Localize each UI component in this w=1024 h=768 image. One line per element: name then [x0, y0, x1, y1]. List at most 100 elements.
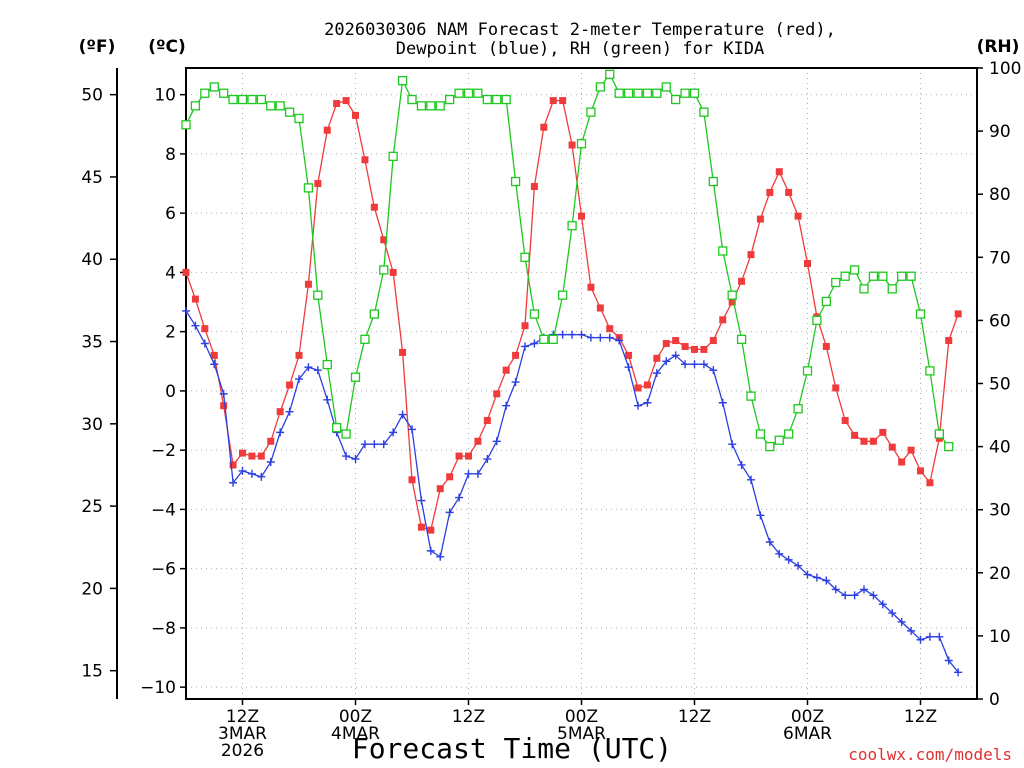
rh-point [341, 429, 351, 439]
temperature-point [804, 260, 811, 268]
temperature-point [860, 437, 868, 445]
dewpoint-point [323, 395, 332, 404]
dewpoint-point [803, 570, 812, 579]
temperature-point [587, 283, 595, 291]
rh-point [906, 271, 916, 281]
temperature-point [653, 354, 661, 362]
x-tick-label: 5MAR [557, 724, 606, 744]
dewpoint-point [257, 472, 266, 481]
series-temperature [182, 97, 962, 534]
temperature-point [832, 384, 840, 392]
temperature-point [794, 212, 802, 220]
dewpoint-point [521, 342, 529, 351]
temperature-point [926, 479, 934, 487]
rh-point [868, 271, 879, 281]
dewpoint-point [690, 360, 699, 369]
celsius-unit-label: (ºC) [148, 37, 186, 57]
rh-point [190, 101, 201, 111]
temperature-point [455, 452, 463, 460]
rh-point [322, 359, 332, 370]
x-tick-label: 4MAR [331, 724, 380, 744]
fahrenheit-unit-label: (ºF) [79, 37, 116, 57]
rh-tick-label: 20 [989, 564, 1011, 584]
temperature-point [465, 452, 472, 460]
dewpoint-point [784, 555, 793, 564]
celsius-tick-label: 0 [165, 382, 176, 402]
rh-point [501, 94, 511, 105]
dewpoint-point [907, 626, 916, 635]
rh-point [492, 94, 502, 105]
temperature-point [417, 523, 425, 531]
rh-point [708, 176, 718, 187]
temperature-point [945, 337, 953, 345]
dewpoint-point [756, 511, 765, 520]
temperature-point [568, 141, 576, 149]
dewpoint-point [643, 398, 652, 407]
dewpoint-point [389, 428, 398, 437]
temperature-point [634, 384, 642, 392]
dewpoint-point [699, 360, 708, 369]
dewpoint-point [925, 632, 934, 641]
dewpoint-point [379, 440, 388, 449]
dewpoint-point [398, 410, 407, 419]
temperature-point [182, 268, 190, 276]
rh-point [379, 265, 389, 275]
rh-point [595, 82, 605, 92]
temperature-point [333, 100, 341, 108]
dewpoint-point [624, 363, 633, 372]
rh-point [473, 88, 483, 98]
temperature-point [606, 325, 614, 333]
rh-point [228, 94, 238, 105]
rh-point [256, 94, 266, 105]
rh-point [416, 101, 427, 111]
rh-point [350, 372, 361, 382]
celsius-tick-label: −8 [151, 619, 176, 639]
x-tick-label: 00Z [565, 707, 598, 727]
temperature-point [672, 337, 680, 345]
dewpoint-point [831, 585, 840, 594]
temperature-point [229, 461, 237, 469]
temperature-point [210, 351, 218, 359]
rh-point [407, 94, 417, 105]
dewpoint-point [765, 537, 774, 546]
dewpoint-point [360, 440, 369, 449]
dewpoint-point [229, 478, 238, 487]
temperature-point [869, 437, 877, 445]
rh-point [727, 290, 737, 300]
rh-point [671, 94, 681, 105]
fahrenheit-tick-label: 25 [81, 497, 103, 517]
rh-unit-label: (RH) [977, 37, 1020, 57]
dewpoint-point [822, 576, 831, 585]
temperature-point [493, 390, 501, 398]
temperature-point [888, 443, 896, 451]
fahrenheit-tick-label: 15 [81, 662, 103, 682]
temperature-point [191, 295, 199, 303]
dewpoint-point [473, 469, 482, 478]
rh-point [793, 404, 803, 414]
rh-point [915, 309, 926, 319]
dewpoint-point [577, 330, 586, 339]
x-tick-label: 00Z [791, 707, 824, 727]
rh-tick-label: 90 [989, 122, 1011, 142]
dewpoint-point [718, 398, 727, 407]
rh-tick-label: 60 [989, 311, 1011, 331]
dewpoint-point [342, 452, 351, 461]
temperature-point [530, 182, 538, 190]
temperature-point [596, 304, 604, 312]
dewpoint-point [238, 466, 247, 475]
rh-point [849, 265, 860, 275]
temperature-point [361, 156, 369, 164]
data-series [181, 69, 963, 677]
rh-point [313, 290, 323, 300]
rh-point [463, 88, 474, 98]
dewpoint-point [888, 609, 897, 618]
temperature-point [220, 402, 228, 410]
temperature-point [691, 345, 698, 353]
x-tick-label: 00Z [339, 707, 372, 727]
dewpoint-point [219, 389, 228, 398]
rh-point [605, 69, 615, 79]
temperature-point [295, 351, 303, 359]
rh-point [510, 176, 521, 187]
rh-point [576, 139, 587, 149]
